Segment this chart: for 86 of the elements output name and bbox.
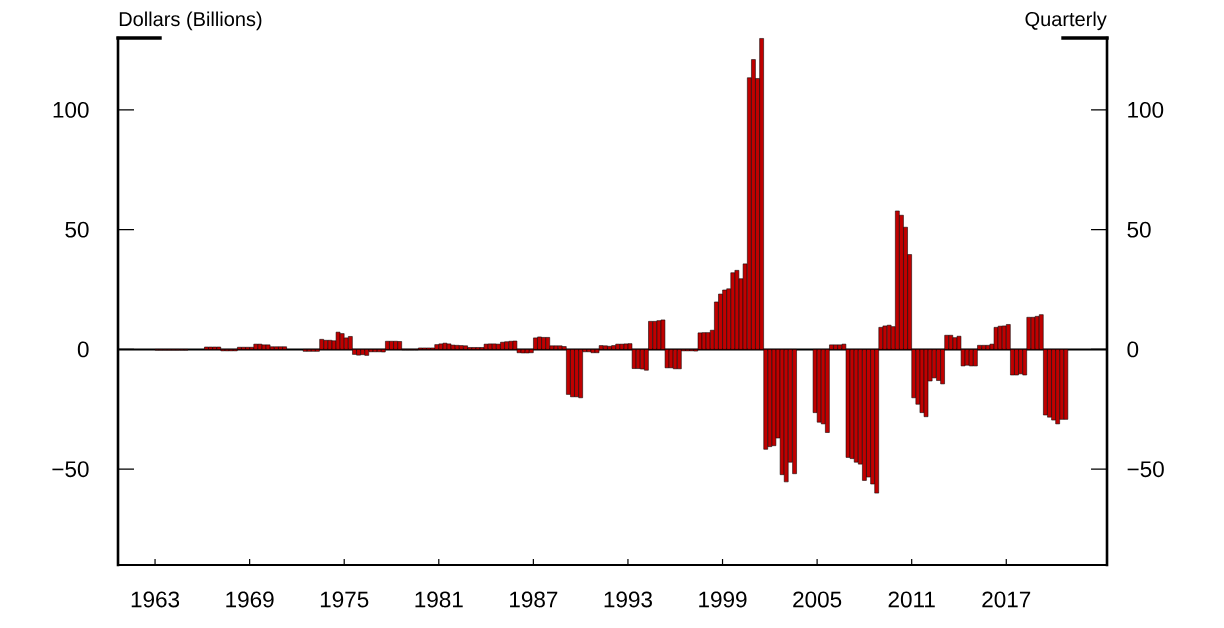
y-tick-label: −50 xyxy=(52,461,89,478)
bar xyxy=(278,346,283,350)
x-tick-label: 1987 xyxy=(510,591,558,608)
bar xyxy=(882,325,888,350)
bar xyxy=(249,346,254,350)
bar xyxy=(981,345,986,350)
bar xyxy=(734,270,740,350)
bar xyxy=(393,340,398,350)
y2-tick-label: 50 xyxy=(1127,221,1151,238)
bar xyxy=(434,344,440,350)
bar xyxy=(496,343,501,350)
bar xyxy=(459,345,464,350)
bar xyxy=(718,293,723,350)
bar xyxy=(611,345,616,350)
bar xyxy=(508,340,514,350)
bar xyxy=(952,337,958,350)
bar xyxy=(619,343,625,350)
bar xyxy=(557,345,563,350)
bar xyxy=(241,346,246,350)
bar xyxy=(438,343,444,350)
bar xyxy=(899,214,904,350)
bar xyxy=(500,341,505,350)
x-tick-label: 2005 xyxy=(793,591,842,608)
y-tick-label: 50 xyxy=(65,221,89,238)
x-tick-label: 1993 xyxy=(604,591,652,608)
bar xyxy=(487,343,493,350)
bar xyxy=(274,346,279,350)
bar xyxy=(895,210,900,350)
x-tick-label: 1975 xyxy=(320,591,369,608)
bar xyxy=(751,59,756,350)
bar xyxy=(265,344,271,350)
y2-tick-label: 0 xyxy=(1127,341,1139,358)
bar xyxy=(261,344,267,350)
bar xyxy=(545,337,550,350)
bar xyxy=(269,346,275,350)
bar xyxy=(948,334,954,350)
bar xyxy=(339,333,345,350)
bar xyxy=(492,343,497,350)
bar xyxy=(997,325,1003,350)
bar xyxy=(985,345,991,350)
bar xyxy=(389,340,394,350)
bar xyxy=(327,340,333,350)
y-tick-label: 100 xyxy=(53,101,89,118)
bar xyxy=(701,332,707,350)
bar xyxy=(705,332,711,350)
bar xyxy=(993,327,999,350)
bar xyxy=(652,321,658,350)
bar xyxy=(450,344,456,350)
bar xyxy=(483,343,489,350)
bar xyxy=(504,341,509,350)
bar xyxy=(463,345,468,350)
bar xyxy=(615,343,620,350)
x-tick-label: 2011 xyxy=(888,591,935,608)
bar xyxy=(212,346,217,350)
bar xyxy=(623,343,629,350)
bar xyxy=(541,337,546,350)
bar xyxy=(603,345,608,350)
x-tick-label: 1999 xyxy=(699,591,747,608)
text: Quarterly xyxy=(1025,11,1107,31)
bar xyxy=(442,342,448,350)
bar xyxy=(656,320,662,350)
bar xyxy=(446,343,452,350)
bar xyxy=(343,337,349,350)
bar xyxy=(454,345,460,350)
y2-tick-label: 100 xyxy=(1128,101,1164,118)
x-tick-label: 2017 xyxy=(982,591,1031,608)
x-tick-label: 1963 xyxy=(131,591,180,608)
y2-tick-label: −50 xyxy=(1127,461,1164,478)
bar xyxy=(323,340,329,350)
bar xyxy=(833,344,838,350)
x-tick-label: 1981 xyxy=(415,591,463,608)
x-tick-label: 1969 xyxy=(226,591,274,608)
y-tick-label: 0 xyxy=(77,341,89,358)
bar xyxy=(537,336,542,350)
bar xyxy=(722,289,727,350)
bar xyxy=(607,346,612,350)
bar xyxy=(1030,317,1036,350)
bar xyxy=(335,331,341,350)
y-axis-title: Dollars (Billions) xyxy=(119,11,262,31)
bar xyxy=(886,324,892,350)
bar xyxy=(245,346,250,350)
bar xyxy=(553,345,559,350)
bar xyxy=(208,346,213,350)
bar xyxy=(253,343,259,350)
bar xyxy=(1001,325,1007,350)
bar xyxy=(257,343,263,350)
